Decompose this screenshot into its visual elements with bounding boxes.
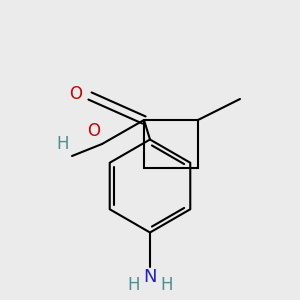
Text: H: H: [56, 135, 69, 153]
Text: O: O: [88, 122, 100, 140]
Text: O: O: [70, 85, 83, 103]
Text: H: H: [127, 276, 140, 294]
Text: H: H: [160, 276, 173, 294]
Text: N: N: [143, 268, 157, 286]
